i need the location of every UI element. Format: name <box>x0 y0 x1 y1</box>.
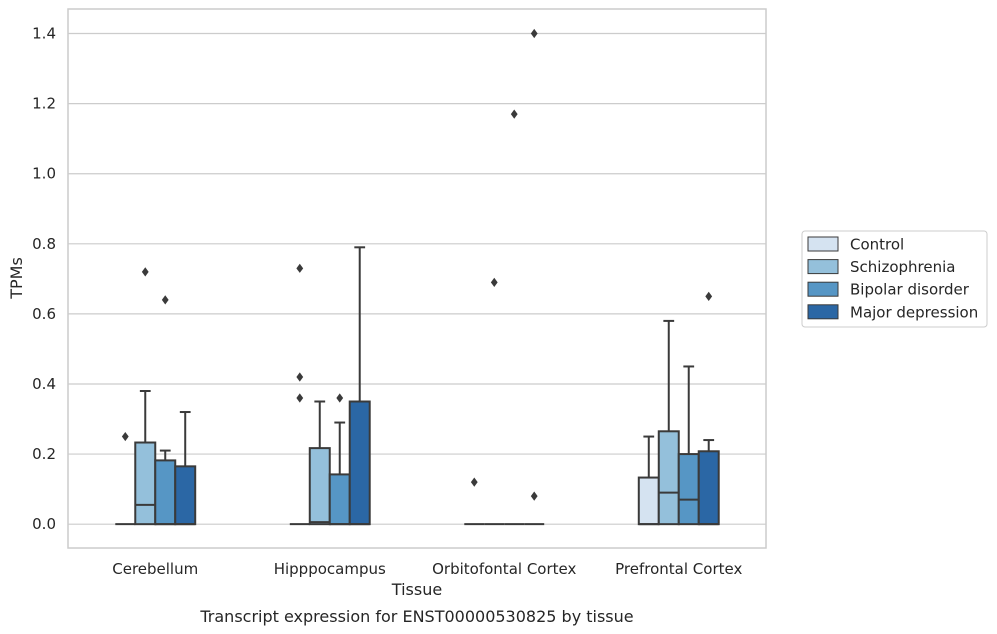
legend-label: Control <box>850 236 904 254</box>
box-body <box>348 400 371 526</box>
outlier-point <box>470 477 478 487</box>
box-bipolar-disorder <box>677 365 700 526</box>
outlier-point <box>336 393 344 403</box>
legend-swatch <box>807 259 839 275</box>
x-tick-label: Orbitofontal Cortex <box>432 560 576 578</box>
box-major-depression <box>348 246 371 526</box>
y-gridlines <box>68 32 766 525</box>
box-control <box>115 431 136 526</box>
x-tick-labels: Cerebellum Hipppocampus Orbitofontal Corte… <box>112 560 742 578</box>
box-body <box>174 465 197 526</box>
legend-label: Bipolar disorder <box>850 281 970 299</box>
box-major-depression <box>697 291 720 526</box>
box-major-depression <box>174 411 197 526</box>
box-control <box>289 263 310 526</box>
box-schizophrenia <box>657 319 680 526</box>
legend-frame <box>801 230 988 328</box>
chart-caption: Transcript expression for ENST0000053082… <box>199 607 633 626</box>
box-bipolar-disorder <box>504 109 525 526</box>
box-major-depression <box>524 28 545 526</box>
y-tick-label: 1.4 <box>32 25 56 43</box>
y-tick-label: 0.0 <box>32 515 56 533</box>
legend-label: Major depression <box>850 303 978 321</box>
plot-frame <box>67 8 767 549</box>
legend-label: Schizophrenia <box>850 258 955 276</box>
x-axis-label: Tissue <box>391 580 442 599</box>
legend-swatch <box>807 281 839 297</box>
outlier-point <box>141 267 149 277</box>
outlier-point <box>296 393 304 403</box>
outlier-point <box>705 291 713 301</box>
x-tick-label: Hipppocampus <box>274 560 386 578</box>
box-body <box>677 453 700 526</box>
box-body <box>308 447 331 526</box>
box-control <box>464 477 485 526</box>
box-body <box>154 459 177 526</box>
y-axis-label: TPMs <box>7 257 26 300</box>
y-tick-label: 0.4 <box>32 375 56 393</box>
outlier-point <box>530 491 538 501</box>
legend-swatch <box>807 236 839 252</box>
y-tick-label: 1.0 <box>32 165 56 183</box>
y-tick-label: 0.2 <box>32 445 56 463</box>
outlier-point <box>296 372 304 382</box>
x-tick-label: Cerebellum <box>112 560 198 578</box>
y-tick-label: 0.6 <box>32 305 56 323</box>
outlier-point <box>530 28 538 39</box>
outlier-point <box>161 295 169 305</box>
box-body <box>134 441 157 526</box>
outlier-point <box>510 109 518 119</box>
outlier-point <box>296 263 304 273</box>
y-tick-labels: 0.0 0.2 0.4 0.6 0.8 1.0 1.2 1.4 <box>32 25 56 534</box>
box-schizophrenia <box>134 267 157 526</box>
box-schizophrenia <box>484 277 505 526</box>
y-tick-label: 0.8 <box>32 235 56 253</box>
y-tick-label: 1.2 <box>32 95 56 113</box>
box-bipolar-disorder <box>328 393 351 526</box>
outlier-point <box>121 431 129 442</box>
boxes-layer <box>115 28 720 526</box>
box-body <box>328 473 351 526</box>
x-tick-label: Prefrontal Cortex <box>615 560 742 578</box>
box-body <box>637 476 660 526</box>
outlier-point <box>490 277 498 287</box>
box-body <box>697 450 720 526</box>
legend-swatch <box>807 304 839 320</box>
box-body <box>657 430 680 526</box>
legend: Control Schizophrenia Bipolar disorder Majo… <box>801 230 988 328</box>
